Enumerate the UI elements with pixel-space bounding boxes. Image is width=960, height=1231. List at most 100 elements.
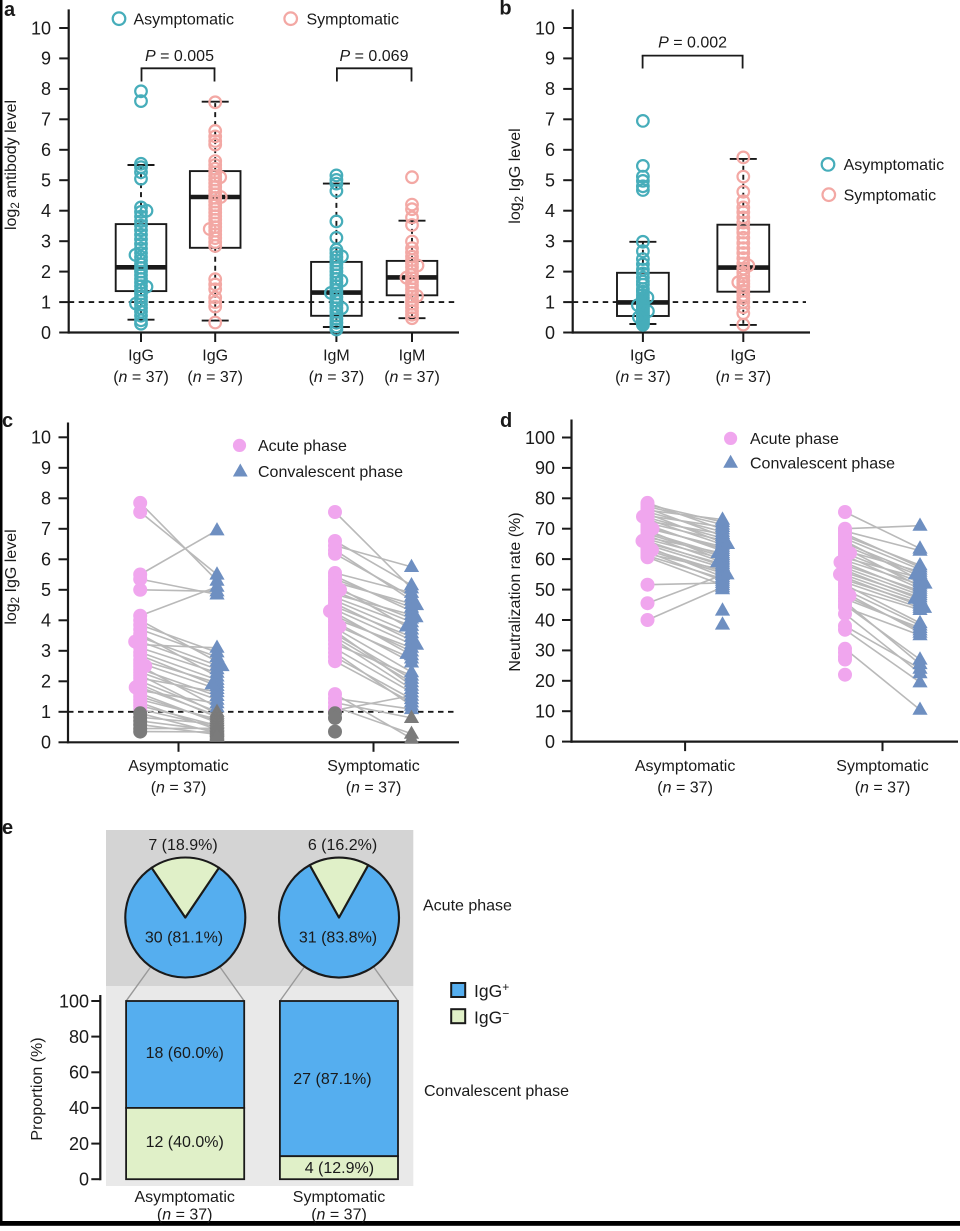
svg-text:20: 20 (535, 671, 555, 691)
svg-text:Symptomatic: Symptomatic (844, 187, 936, 204)
svg-text:(n = 37): (n = 37) (311, 1207, 367, 1224)
svg-text:IgG: IgG (202, 348, 228, 365)
svg-text:Proportion (%): Proportion (%) (29, 1037, 46, 1140)
svg-text:10: 10 (31, 18, 51, 38)
svg-text:(n = 37): (n = 37) (346, 780, 402, 797)
svg-text:Neutralization rate (%): Neutralization rate (%) (507, 512, 524, 671)
svg-text:6: 6 (41, 140, 51, 160)
svg-text:Asymptomatic: Asymptomatic (844, 157, 944, 174)
svg-text:5: 5 (41, 171, 51, 191)
svg-text:60: 60 (535, 549, 555, 569)
svg-text:9: 9 (545, 49, 555, 69)
svg-text:Asymptomatic: Asymptomatic (128, 758, 228, 775)
svg-text:70: 70 (535, 519, 555, 539)
svg-text:0: 0 (545, 732, 555, 752)
svg-text:Symptomatic: Symptomatic (307, 11, 399, 28)
svg-text:2: 2 (41, 262, 51, 282)
svg-text:(n = 37): (n = 37) (309, 369, 365, 386)
svg-text:IgM: IgM (399, 348, 426, 365)
svg-text:Convalescent phase: Convalescent phase (750, 455, 895, 472)
svg-text:10: 10 (535, 18, 555, 38)
svg-text:10: 10 (31, 428, 51, 448)
svg-text:Acute phase: Acute phase (258, 438, 347, 455)
svg-text:0: 0 (79, 1170, 89, 1190)
svg-text:7: 7 (41, 110, 51, 130)
svg-text:(n = 37): (n = 37) (716, 369, 772, 386)
svg-text:1: 1 (545, 292, 555, 312)
svg-text:a: a (4, 0, 16, 21)
svg-text:6: 6 (545, 140, 555, 160)
svg-text:9: 9 (41, 49, 51, 69)
svg-text:100: 100 (525, 428, 555, 448)
svg-text:20: 20 (69, 1134, 89, 1154)
svg-text:4: 4 (41, 611, 51, 631)
svg-text:P = 0.069: P = 0.069 (340, 48, 409, 65)
svg-text:3: 3 (545, 232, 555, 252)
svg-text:log2 antibody level: log2 antibody level (3, 100, 22, 230)
svg-text:50: 50 (535, 580, 555, 600)
svg-text:2: 2 (41, 672, 51, 692)
svg-text:(n = 37): (n = 37) (113, 369, 169, 386)
svg-text:80: 80 (535, 489, 555, 509)
svg-text:b: b (499, 0, 511, 20)
svg-text:e: e (2, 817, 13, 839)
svg-text:30: 30 (535, 641, 555, 661)
svg-text:IgG: IgG (128, 348, 154, 365)
svg-text:31 (83.8%): 31 (83.8%) (299, 930, 377, 947)
svg-text:40: 40 (535, 610, 555, 630)
svg-text:0: 0 (41, 323, 51, 343)
svg-text:1: 1 (41, 292, 51, 312)
svg-text:30 (81.1%): 30 (81.1%) (145, 930, 223, 947)
svg-text:P = 0.002: P = 0.002 (658, 35, 727, 52)
svg-text:c: c (2, 410, 13, 432)
svg-text:Convalescent phase: Convalescent phase (258, 464, 403, 481)
svg-text:6: 6 (41, 550, 51, 570)
svg-text:9: 9 (41, 458, 51, 478)
svg-text:Acute phase: Acute phase (750, 431, 839, 448)
svg-text:8: 8 (545, 79, 555, 99)
svg-text:12 (40.0%): 12 (40.0%) (146, 1134, 224, 1151)
svg-text:10: 10 (535, 702, 555, 722)
svg-text:4: 4 (545, 201, 555, 221)
svg-text:4 (12.9%): 4 (12.9%) (305, 1160, 374, 1177)
svg-text:(n = 37): (n = 37) (855, 780, 911, 797)
svg-text:Acute phase: Acute phase (423, 898, 512, 915)
svg-text:3: 3 (41, 641, 51, 661)
svg-text:7: 7 (545, 110, 555, 130)
svg-text:5: 5 (41, 580, 51, 600)
svg-text:Symptomatic: Symptomatic (293, 1189, 385, 1206)
svg-text:0: 0 (545, 323, 555, 343)
svg-text:IgM: IgM (323, 348, 350, 365)
svg-text:80: 80 (69, 1027, 89, 1047)
svg-text:Convalescent phase: Convalescent phase (424, 1083, 569, 1100)
svg-text:(n = 37): (n = 37) (384, 369, 440, 386)
svg-text:Symptomatic: Symptomatic (836, 758, 928, 775)
svg-text:6 (16.2%): 6 (16.2%) (308, 837, 377, 854)
svg-text:IgG: IgG (630, 348, 656, 365)
svg-text:IgG: IgG (730, 348, 756, 365)
svg-text:60: 60 (69, 1063, 89, 1083)
svg-text:40: 40 (69, 1098, 89, 1118)
svg-text:P = 0.005: P = 0.005 (145, 48, 214, 65)
svg-text:7: 7 (41, 519, 51, 539)
svg-text:7 (18.9%): 7 (18.9%) (148, 837, 217, 854)
svg-text:18 (60.0%): 18 (60.0%) (146, 1045, 224, 1062)
svg-text:100: 100 (59, 991, 89, 1011)
svg-text:log2 IgG level: log2 IgG level (507, 128, 526, 223)
svg-text:90: 90 (535, 458, 555, 478)
svg-text:3: 3 (41, 232, 51, 252)
svg-text:log2 IgG level: log2 IgG level (3, 529, 22, 624)
svg-text:(n = 37): (n = 37) (157, 1207, 213, 1224)
svg-text:27 (87.1%): 27 (87.1%) (293, 1071, 371, 1088)
svg-text:0: 0 (41, 733, 51, 753)
svg-text:5: 5 (545, 171, 555, 191)
svg-text:Asymptomatic: Asymptomatic (134, 1189, 234, 1206)
svg-text:Asymptomatic: Asymptomatic (635, 758, 735, 775)
svg-text:Symptomatic: Symptomatic (327, 758, 419, 775)
svg-text:8: 8 (41, 489, 51, 509)
svg-text:(n = 37): (n = 37) (615, 369, 671, 386)
svg-text:(n = 37): (n = 37) (657, 780, 713, 797)
svg-text:Asymptomatic: Asymptomatic (134, 11, 234, 28)
svg-text:8: 8 (41, 79, 51, 99)
svg-text:d: d (500, 410, 512, 432)
